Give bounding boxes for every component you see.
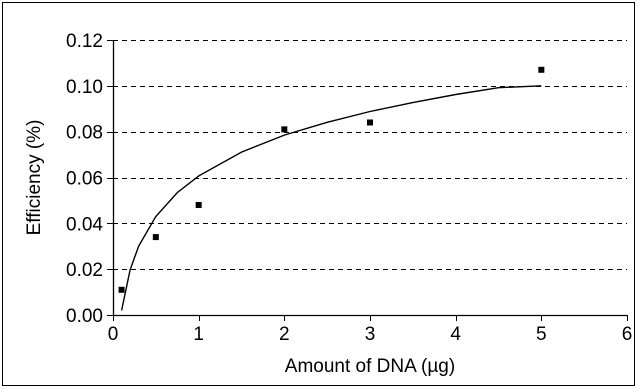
x-tick-label-0: 0 — [108, 324, 119, 345]
y-tick-label-3: 0.06 — [66, 169, 103, 190]
data-point-2 — [195, 202, 202, 208]
x-tick-label-2: 2 — [279, 324, 290, 345]
trendline-path — [120, 85, 542, 311]
tick-labels: 0.00 0.02 0.04 0.06 0.08 0.10 0.12 0 1 2 3 4 5 6 — [66, 31, 632, 345]
x-tick-label-6: 6 — [622, 324, 633, 345]
gridlines — [113, 40, 627, 270]
y-tick-label-1: 0.02 — [66, 260, 103, 281]
y-tick-label-4: 0.08 — [66, 123, 103, 144]
x-tick-label-3: 3 — [365, 324, 376, 345]
y-tick-label-0: 0.00 — [66, 306, 103, 327]
x-tick-label-5: 5 — [536, 324, 547, 345]
data-point-3 — [281, 126, 288, 133]
y-tick-label-2: 0.04 — [66, 214, 103, 235]
trendline — [120, 85, 542, 311]
data-point-0 — [118, 286, 125, 293]
data-points — [118, 66, 545, 293]
x-axis-title: Amount of DNA (µg) — [285, 356, 455, 377]
data-point-1 — [152, 234, 159, 241]
y-axis-title: Efficiency (%) — [24, 120, 45, 236]
x-tick-label-4: 4 — [450, 324, 461, 345]
x-tick-label-1: 1 — [193, 324, 204, 345]
y-tick-label-5: 0.10 — [66, 77, 103, 98]
data-point-4 — [367, 119, 373, 126]
chart-frame — [2, 2, 635, 386]
y-tick-label-6: 0.12 — [66, 31, 103, 52]
data-point-5 — [538, 66, 545, 73]
axes — [107, 40, 628, 321]
